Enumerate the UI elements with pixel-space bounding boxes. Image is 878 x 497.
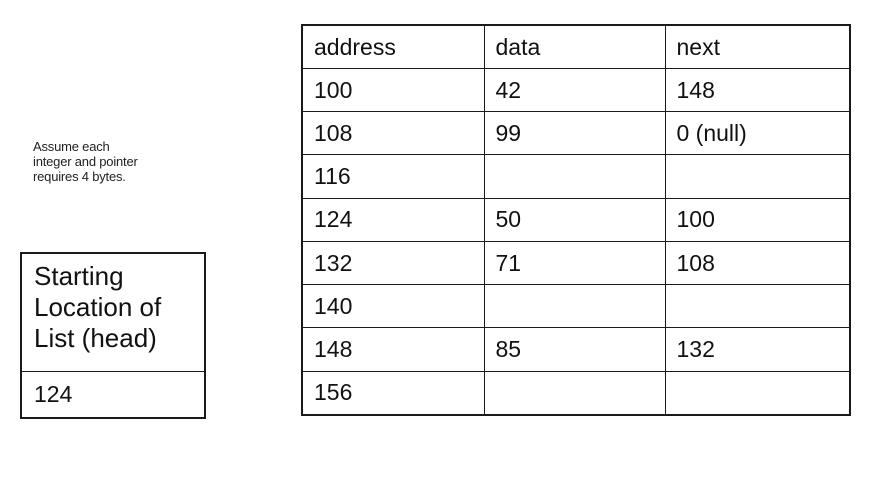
data-cell: 71 xyxy=(483,240,666,286)
next-cell: 0 (null) xyxy=(664,111,851,156)
next-cell xyxy=(664,154,851,199)
head-title-line: Location of xyxy=(34,292,162,322)
assumption-note: Assume each integer and pointer requires… xyxy=(33,139,203,184)
data-cell: 42 xyxy=(483,67,666,113)
column-header-data: data xyxy=(483,24,666,69)
table-row: 132 71 108 xyxy=(301,240,851,286)
head-pointer-title: Starting Location of List (head) xyxy=(22,254,204,372)
column-header-address: address xyxy=(301,24,485,69)
address-cell: 116 xyxy=(301,154,485,199)
head-title-line: Starting xyxy=(34,261,124,291)
table-row: 108 99 0 (null) xyxy=(301,111,851,156)
address-cell: 148 xyxy=(301,327,485,372)
address-cell: 140 xyxy=(301,284,485,329)
next-cell xyxy=(664,284,851,329)
head-pointer-box: Starting Location of List (head) 124 xyxy=(20,252,206,419)
table-row: 148 85 132 xyxy=(301,327,851,372)
address-cell: 100 xyxy=(301,67,485,113)
address-cell: 108 xyxy=(301,111,485,156)
table-row: 124 50 100 xyxy=(301,197,851,242)
table-header-row: address data next xyxy=(301,24,851,69)
memory-table: address data next 100 42 148 108 99 0 (n… xyxy=(301,24,851,416)
table-row: 116 xyxy=(301,154,851,199)
head-pointer-value: 124 xyxy=(34,381,73,407)
table-row: 140 xyxy=(301,284,851,329)
data-cell: 99 xyxy=(483,111,666,156)
next-cell: 108 xyxy=(664,240,851,286)
data-cell: 85 xyxy=(483,327,666,372)
note-line: requires 4 bytes. xyxy=(33,169,126,184)
note-line: Assume each xyxy=(33,139,110,154)
note-line: integer and pointer xyxy=(33,154,138,169)
next-cell: 148 xyxy=(664,67,851,113)
next-cell: 100 xyxy=(664,197,851,242)
next-cell: 132 xyxy=(664,327,851,372)
next-cell xyxy=(664,370,851,416)
table-row: 156 xyxy=(301,370,851,416)
data-cell xyxy=(483,370,666,416)
data-cell xyxy=(483,284,666,329)
head-title-line: List (head) xyxy=(34,323,157,353)
data-cell xyxy=(483,154,666,199)
address-cell: 132 xyxy=(301,240,485,286)
address-cell: 156 xyxy=(301,370,485,416)
table-row: 100 42 148 xyxy=(301,67,851,113)
address-cell: 124 xyxy=(301,197,485,242)
column-header-next: next xyxy=(664,24,851,69)
data-cell: 50 xyxy=(483,197,666,242)
